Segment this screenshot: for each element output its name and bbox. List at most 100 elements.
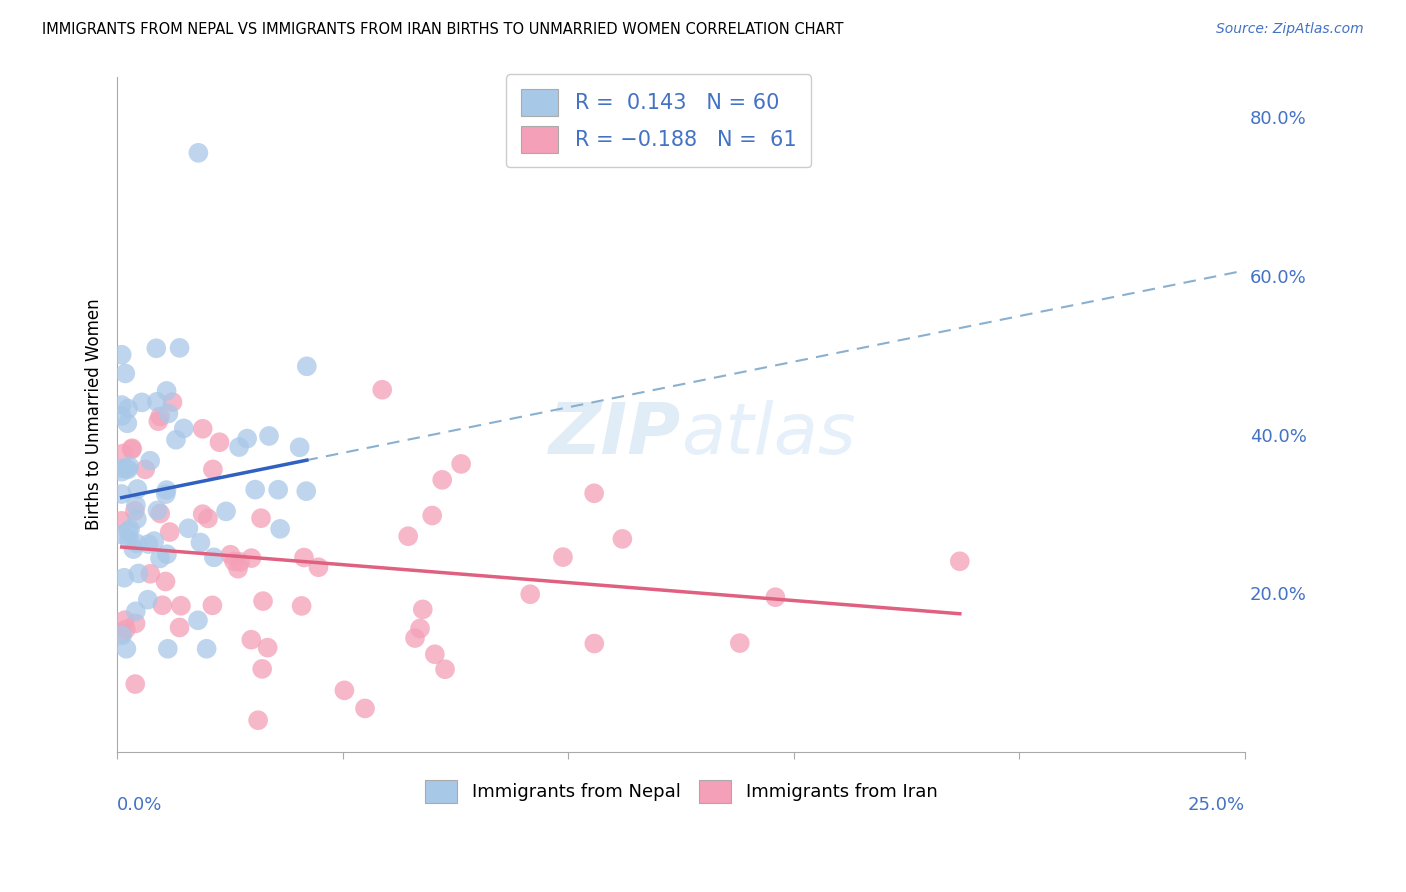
- Point: [127, 566, 149, 581]
- Point: [612, 532, 634, 546]
- Point: [187, 613, 209, 627]
- Point: [219, 548, 242, 562]
- Point: [333, 683, 356, 698]
- Point: [404, 631, 426, 645]
- Point: [146, 503, 169, 517]
- Point: [111, 409, 134, 423]
- Point: [226, 562, 249, 576]
- Point: [155, 487, 177, 501]
- Text: 25.0%: 25.0%: [1188, 796, 1244, 814]
- Point: [252, 594, 274, 608]
- Point: [111, 398, 134, 412]
- Point: [371, 383, 394, 397]
- Point: [157, 407, 180, 421]
- Point: [111, 527, 134, 541]
- Point: [169, 620, 191, 634]
- Point: [149, 551, 172, 566]
- Point: [432, 473, 454, 487]
- Point: [197, 511, 219, 525]
- Point: [434, 662, 457, 676]
- Point: [450, 457, 472, 471]
- Point: [291, 599, 314, 613]
- Point: [165, 433, 187, 447]
- Point: [134, 462, 156, 476]
- Text: ZIP: ZIP: [548, 401, 681, 469]
- Point: [150, 599, 173, 613]
- Point: [240, 632, 263, 647]
- Point: [120, 522, 142, 536]
- Point: [143, 534, 166, 549]
- Point: [396, 529, 419, 543]
- Point: [257, 429, 280, 443]
- Point: [551, 550, 574, 565]
- Point: [111, 348, 134, 362]
- Text: Source: ZipAtlas.com: Source: ZipAtlas.com: [1216, 22, 1364, 37]
- Text: atlas: atlas: [681, 401, 856, 469]
- Point: [117, 462, 139, 476]
- Point: [269, 522, 291, 536]
- Point: [195, 641, 218, 656]
- Point: [583, 486, 606, 500]
- Point: [222, 554, 245, 568]
- Point: [245, 483, 267, 497]
- Point: [114, 623, 136, 637]
- Point: [354, 701, 377, 715]
- Point: [420, 508, 443, 523]
- Point: [728, 636, 751, 650]
- Y-axis label: Births to Unmarried Women: Births to Unmarried Women: [86, 299, 103, 531]
- Point: [149, 507, 172, 521]
- Point: [155, 483, 177, 497]
- Point: [138, 537, 160, 551]
- Point: [114, 613, 136, 627]
- Point: [236, 432, 259, 446]
- Point: [202, 550, 225, 565]
- Point: [201, 462, 224, 476]
- Point: [114, 367, 136, 381]
- Point: [111, 446, 134, 460]
- Point: [250, 662, 273, 676]
- Point: [295, 484, 318, 499]
- Point: [124, 677, 146, 691]
- Point: [250, 511, 273, 525]
- Point: [159, 524, 181, 539]
- Point: [949, 554, 972, 568]
- Point: [122, 542, 145, 557]
- Point: [240, 551, 263, 566]
- Point: [148, 414, 170, 428]
- Point: [208, 435, 231, 450]
- Text: 0.0%: 0.0%: [117, 796, 163, 814]
- Point: [115, 641, 138, 656]
- Point: [409, 622, 432, 636]
- Point: [156, 641, 179, 656]
- Point: [155, 384, 177, 398]
- Point: [173, 421, 195, 435]
- Point: [117, 524, 139, 539]
- Point: [201, 599, 224, 613]
- Point: [228, 440, 250, 454]
- Point: [111, 465, 134, 479]
- Point: [162, 395, 184, 409]
- Legend: Immigrants from Nepal, Immigrants from Iran: Immigrants from Nepal, Immigrants from I…: [418, 772, 945, 810]
- Point: [111, 628, 134, 642]
- Point: [229, 555, 252, 569]
- Point: [292, 550, 315, 565]
- Point: [215, 504, 238, 518]
- Point: [149, 409, 172, 424]
- Point: [124, 504, 146, 518]
- Point: [247, 713, 270, 727]
- Point: [136, 592, 159, 607]
- Point: [121, 441, 143, 455]
- Point: [308, 560, 330, 574]
- Point: [169, 341, 191, 355]
- Point: [170, 599, 193, 613]
- Point: [288, 440, 311, 454]
- Point: [125, 498, 148, 512]
- Point: [111, 487, 134, 501]
- Point: [118, 533, 141, 547]
- Point: [125, 512, 148, 526]
- Point: [190, 535, 212, 549]
- Point: [519, 587, 541, 601]
- Point: [131, 395, 153, 409]
- Point: [177, 521, 200, 535]
- Point: [191, 507, 214, 521]
